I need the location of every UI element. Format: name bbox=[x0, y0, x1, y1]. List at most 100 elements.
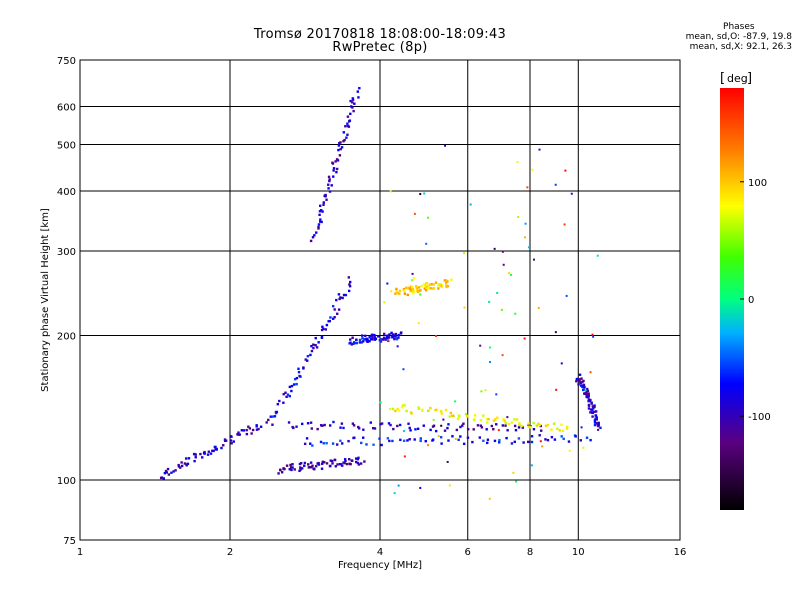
data-point bbox=[165, 471, 168, 474]
data-point bbox=[403, 404, 406, 407]
data-point bbox=[259, 425, 263, 428]
data-point bbox=[454, 437, 457, 440]
data-point bbox=[335, 170, 338, 174]
data-point bbox=[394, 332, 397, 336]
data-point bbox=[335, 443, 339, 446]
data-point bbox=[337, 308, 341, 311]
data-point bbox=[425, 285, 428, 288]
data-point bbox=[413, 277, 416, 280]
data-point bbox=[412, 289, 415, 293]
data-point bbox=[506, 429, 509, 432]
data-point bbox=[425, 242, 428, 245]
data-point bbox=[314, 465, 318, 468]
data-point bbox=[301, 422, 304, 426]
data-point bbox=[293, 468, 296, 471]
data-point bbox=[373, 334, 376, 337]
x-tick-label: 2 bbox=[227, 547, 233, 558]
data-point bbox=[397, 336, 400, 339]
data-point bbox=[443, 279, 447, 282]
data-point bbox=[295, 382, 298, 386]
data-point bbox=[356, 457, 360, 461]
data-point bbox=[486, 421, 489, 424]
data-point bbox=[371, 336, 374, 339]
data-point bbox=[314, 336, 317, 340]
data-point bbox=[304, 358, 307, 361]
data-point bbox=[527, 422, 530, 425]
data-point bbox=[290, 468, 293, 472]
data-point bbox=[524, 222, 527, 225]
data-point bbox=[339, 439, 342, 443]
data-point bbox=[444, 279, 448, 282]
data-point bbox=[347, 458, 351, 461]
data-point bbox=[299, 468, 302, 471]
data-point bbox=[370, 333, 374, 336]
data-point bbox=[348, 280, 352, 284]
data-point bbox=[425, 281, 429, 285]
data-point bbox=[309, 353, 312, 357]
data-point bbox=[279, 468, 282, 471]
data-point bbox=[337, 293, 341, 296]
data-point bbox=[247, 425, 250, 428]
y-tick-label: 600 bbox=[57, 103, 76, 114]
data-point bbox=[592, 335, 595, 338]
data-point bbox=[396, 345, 399, 348]
data-point bbox=[318, 213, 321, 217]
data-point bbox=[514, 428, 518, 432]
data-point bbox=[509, 273, 512, 276]
data-point bbox=[541, 445, 544, 448]
data-point bbox=[340, 146, 344, 149]
data-point bbox=[383, 332, 386, 336]
data-point bbox=[533, 258, 536, 261]
data-point bbox=[349, 341, 352, 344]
data-point bbox=[552, 422, 556, 425]
data-point bbox=[489, 361, 492, 364]
data-point bbox=[425, 287, 428, 290]
data-point bbox=[561, 429, 565, 433]
data-point bbox=[513, 424, 517, 428]
data-point bbox=[211, 449, 214, 452]
data-point bbox=[349, 99, 352, 103]
data-point bbox=[286, 393, 290, 396]
data-point bbox=[440, 412, 443, 415]
data-point bbox=[321, 210, 324, 213]
data-point bbox=[409, 429, 412, 432]
data-point bbox=[434, 429, 438, 433]
data-point bbox=[214, 445, 217, 449]
data-point bbox=[587, 392, 590, 395]
data-point bbox=[466, 427, 470, 431]
data-point bbox=[446, 280, 449, 283]
data-point bbox=[170, 471, 173, 474]
data-point bbox=[456, 417, 460, 421]
data-point bbox=[400, 406, 404, 409]
data-point bbox=[357, 425, 360, 429]
data-point bbox=[492, 419, 496, 422]
data-point bbox=[310, 344, 313, 348]
data-point bbox=[550, 428, 553, 431]
data-point bbox=[315, 231, 318, 234]
data-point bbox=[402, 439, 406, 443]
data-point bbox=[532, 421, 535, 425]
data-point bbox=[592, 406, 595, 410]
data-point bbox=[591, 415, 594, 418]
data-point bbox=[593, 419, 597, 422]
data-point bbox=[422, 283, 426, 286]
data-point bbox=[162, 477, 166, 480]
data-point bbox=[587, 399, 590, 403]
data-point bbox=[373, 427, 377, 430]
data-point bbox=[250, 432, 253, 435]
data-point bbox=[255, 424, 258, 427]
data-point bbox=[332, 167, 336, 170]
data-point bbox=[288, 468, 291, 471]
data-point bbox=[396, 407, 399, 411]
data-point bbox=[297, 370, 301, 374]
data-point bbox=[437, 287, 440, 290]
data-point bbox=[488, 300, 491, 303]
data-point bbox=[406, 439, 409, 442]
data-point bbox=[386, 437, 390, 440]
data-point bbox=[355, 338, 358, 341]
data-point bbox=[444, 281, 448, 284]
data-point bbox=[354, 341, 357, 345]
data-point bbox=[361, 337, 364, 340]
data-point bbox=[332, 420, 335, 424]
data-point bbox=[448, 415, 451, 418]
